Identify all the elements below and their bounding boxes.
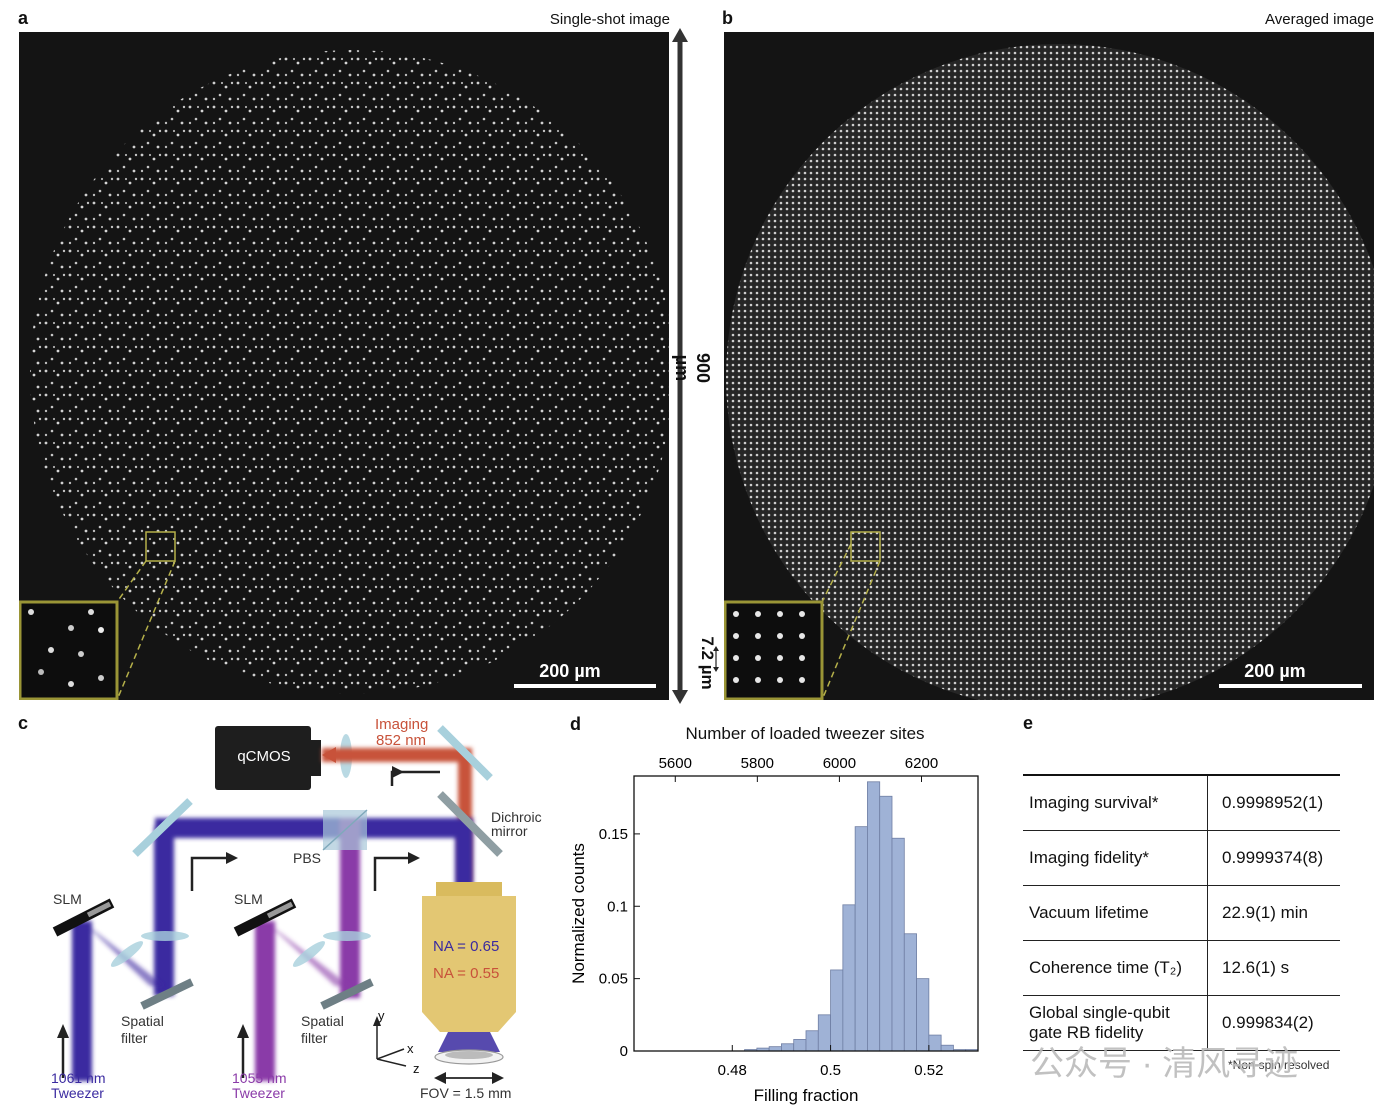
dichroic-mirror [437, 791, 503, 857]
histogram-bar [867, 781, 881, 1052]
property-value: 0.9999374(8) [1207, 830, 1340, 886]
footnote: *Non-spin resolved [1228, 1058, 1330, 1072]
x-tick-label: 0.48 [718, 1062, 747, 1079]
panel-a-scale-label: 200 µm [539, 661, 601, 681]
single-shot-svg [19, 32, 669, 700]
spatial-filter-2-label-b: filter [301, 1030, 328, 1046]
property-value: 0.9998952(1) [1207, 776, 1340, 831]
panel-e-letter: e [1023, 713, 1034, 733]
spacing-arrow-icon [713, 646, 719, 672]
y-axis-label: Normalized counts [569, 843, 588, 984]
panel-c-letter: c [18, 713, 29, 733]
top-x-tick-label: 5800 [741, 755, 774, 772]
panel-b-letter: b [722, 8, 733, 28]
histogram-bar [879, 795, 893, 1052]
histogram-bar [805, 1030, 819, 1052]
objective [422, 896, 516, 1032]
x-axis-label: Filling fraction [754, 1086, 859, 1105]
chart-top-xlabel: Number of loaded tweezer sites [685, 724, 925, 743]
panel-b-scale-label: 200 µm [1244, 661, 1306, 681]
spatial-filter-1-label-a: Spatial [121, 1013, 164, 1029]
histogram-bar [768, 1046, 782, 1052]
property-value: 12.6(1) s [1207, 940, 1340, 996]
panel-b-title: Averaged image [1265, 11, 1374, 28]
x-tick-label: 0.52 [914, 1062, 943, 1079]
dichroic-label-1: Dichroic [491, 809, 542, 825]
top-x-tick-label: 6200 [905, 755, 938, 772]
spatial-filter-1-label-b: filter [121, 1030, 148, 1046]
histogram-bar [916, 978, 930, 1052]
histogram-bar [842, 904, 856, 1052]
averaged-svg [724, 32, 1374, 700]
imaging-wavelength: 852 nm [376, 732, 427, 749]
property-label: Imaging survival* [1023, 776, 1208, 831]
properties-table-wrapper: Imaging survival* 0.9998952(1) Imaging fid… [1023, 774, 1340, 1051]
fov-label: 900 µm [672, 352, 713, 384]
table-row: Coherence time (T₂) 12.6(1) s [1023, 940, 1340, 996]
watermark: 公众号 · 清风寻迹 [1030, 1045, 1299, 1083]
optical-setup-diagram [52, 725, 516, 1084]
y-tick-label: 0 [620, 1043, 628, 1060]
top-x-tick-label: 6000 [823, 755, 856, 772]
property-label: Imaging fidelity* [1023, 830, 1208, 886]
panel-a-letter: a [18, 8, 29, 28]
fov-size-label: FOV = 1.5 mm [420, 1085, 512, 1101]
property-label: Vacuum lifetime [1023, 885, 1208, 941]
table-row: Vacuum lifetime 22.9(1) min [1023, 885, 1340, 941]
imaging-label: Imaging [375, 716, 429, 733]
axis-z-label: z [413, 1061, 420, 1076]
property-value: 22.9(1) min [1207, 885, 1340, 941]
histogram-bar [854, 826, 868, 1052]
imaging-mirror [437, 725, 493, 781]
property-label: Global single-qubit gate RB fidelity [1023, 995, 1208, 1051]
histogram-bar [928, 1034, 942, 1052]
y-tick-label: 0.1 [607, 898, 628, 915]
tweezer-2-wavelength: 1055 nm [232, 1070, 287, 1086]
histogram-bar [781, 1043, 795, 1052]
panel-a-title: Single-shot image [549, 11, 670, 28]
tweezer-2-name: Tweezer [232, 1085, 285, 1101]
table-row: Global single-qubit gate RB fidelity 0.99… [1023, 995, 1340, 1051]
histogram-bar [817, 1014, 831, 1052]
axis-y-label: y [378, 1008, 385, 1023]
slm-1-label: SLM [53, 891, 82, 907]
pbs-label: PBS [293, 850, 322, 866]
table-row: Imaging fidelity* 0.9999374(8) [1023, 830, 1340, 886]
histogram-bar [793, 1039, 807, 1052]
table-row: Imaging survival* 0.9998952(1) [1023, 776, 1340, 831]
histogram-bar [940, 1044, 954, 1052]
property-value: 0.999834(2) [1207, 995, 1340, 1051]
tweezer-1-wavelength: 1061 nm [51, 1070, 106, 1086]
x-tick-label: 0.5 [820, 1062, 841, 1079]
histogram-bar [891, 837, 905, 1052]
panel-d-letter: d [570, 714, 581, 734]
qcmos-camera [215, 726, 311, 790]
na-tweezer: NA = 0.65 [433, 938, 500, 955]
spatial-filter-2-label-a: Spatial [301, 1013, 344, 1029]
plot-frame [633, 775, 979, 1052]
axis-x-label: x [407, 1041, 414, 1056]
histogram-bar [903, 933, 917, 1052]
histogram-bar [830, 969, 844, 1052]
histogram-chart: 0.48 0.5 0.52 0 0.05 0.1 0.15 5600 5800 6000 6200 F… [569, 755, 979, 1105]
single-shot-image [19, 32, 669, 700]
camera-label: qCMOS [237, 748, 291, 765]
y-tick-label: 0.15 [599, 826, 628, 843]
averaged-image [724, 32, 1374, 700]
dichroic-label-2: mirror [491, 823, 528, 839]
na-imaging: NA = 0.55 [433, 965, 500, 982]
fov-arrow [672, 28, 688, 704]
y-tick-label: 0.05 [599, 971, 628, 988]
tweezer-1-name: Tweezer [51, 1085, 104, 1101]
properties-table: Imaging survival* 0.9998952(1) Imaging fid… [1023, 776, 1340, 1051]
property-label: Coherence time (T₂) [1023, 940, 1208, 996]
top-x-tick-label: 5600 [659, 755, 692, 772]
slm-2-label: SLM [234, 891, 263, 907]
